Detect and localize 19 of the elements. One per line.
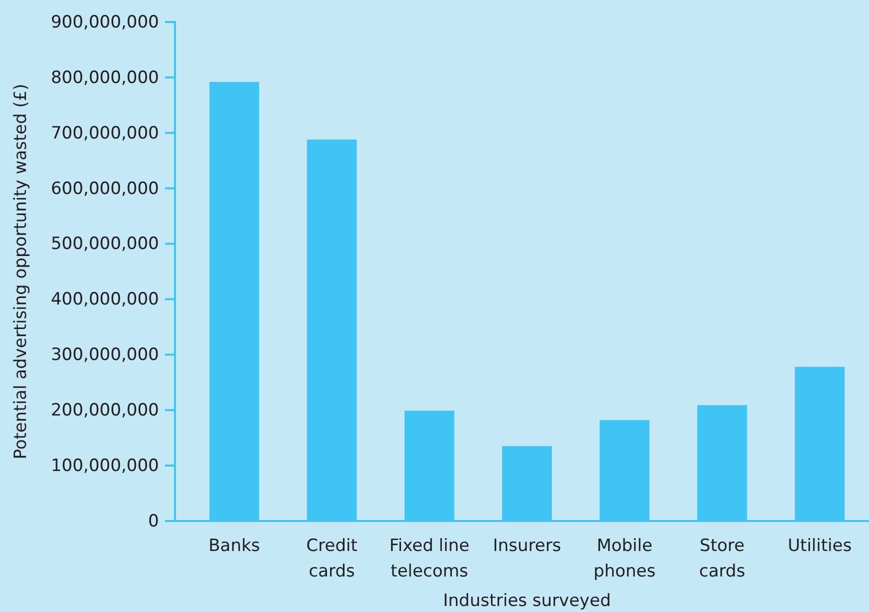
y-tick-label: 300,000,000 — [50, 345, 159, 366]
y-tick-label: 800,000,000 — [50, 68, 159, 88]
x-axis-title: Industries surveyed — [443, 591, 611, 611]
y-tick-label: 200,000,000 — [50, 400, 159, 421]
y-tick-label: 400,000,000 — [50, 290, 159, 310]
y-tick-label: 700,000,000 — [50, 123, 159, 144]
y-axis-title: Potential advertising opportunity wasted (£) — [11, 84, 31, 460]
x-tick-label: Fixed line telecoms — [389, 536, 470, 582]
x-tick-label: Insurers — [492, 536, 562, 556]
x-tick-label: Credit cards — [306, 536, 358, 582]
y-tick-label: 900,000,000 — [50, 12, 159, 32]
y-tick-label: 600,000,000 — [50, 178, 159, 199]
x-tick-label: Store cards — [699, 536, 746, 582]
x-tick-label: Mobile phones — [594, 536, 656, 582]
x-tick-label: Banks — [208, 536, 260, 556]
y-tick-label: 500,000,000 — [50, 234, 159, 254]
y-tick-label: 0 — [148, 511, 159, 532]
x-tick-label: Utilities — [788, 536, 852, 556]
y-tick-label: 100,000,000 — [50, 456, 159, 476]
